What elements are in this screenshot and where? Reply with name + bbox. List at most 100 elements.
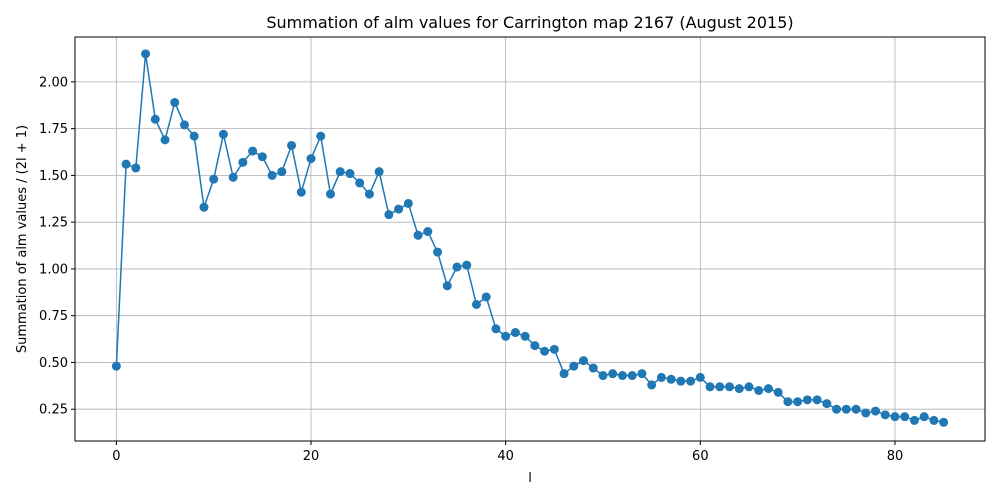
data-point <box>676 376 686 386</box>
data-point <box>228 172 238 182</box>
data-point <box>666 374 676 384</box>
data-point <box>394 204 404 214</box>
data-point <box>209 174 219 184</box>
data-point <box>491 324 501 334</box>
x-tick-label: 60 <box>692 449 709 464</box>
data-point <box>559 369 569 379</box>
x-tick-label: 40 <box>497 449 514 464</box>
data-point <box>754 386 764 395</box>
data-point <box>199 202 209 212</box>
data-point <box>919 412 929 422</box>
data-point <box>822 399 832 409</box>
data-point <box>725 382 735 392</box>
data-point <box>403 198 413 208</box>
data-point <box>267 170 277 180</box>
data-point <box>939 417 949 427</box>
data-point <box>530 341 540 351</box>
data-point <box>433 247 443 257</box>
y-tick-label: 1.75 <box>39 122 68 137</box>
data-point <box>277 167 287 177</box>
x-axis-label: l <box>528 471 532 486</box>
data-point <box>287 140 297 150</box>
data-point <box>744 382 754 392</box>
data-point <box>501 331 511 341</box>
data-point <box>306 154 316 164</box>
data-point <box>579 356 589 366</box>
data-point <box>608 369 618 379</box>
y-tick-label: 0.50 <box>39 356 68 371</box>
data-point <box>248 146 258 156</box>
data-point <box>598 371 608 381</box>
x-tick-label: 80 <box>887 449 904 464</box>
data-point <box>170 97 180 107</box>
data-point <box>647 380 657 390</box>
data-point <box>345 169 355 179</box>
data-point <box>452 262 462 272</box>
data-point <box>471 299 481 309</box>
data-point <box>316 131 326 141</box>
data-point <box>929 415 939 425</box>
data-point <box>588 363 598 373</box>
data-point <box>812 395 822 405</box>
data-point <box>715 382 725 392</box>
data-point <box>617 371 627 381</box>
data-points <box>111 49 949 427</box>
data-point <box>510 328 520 338</box>
data-point <box>141 49 151 59</box>
data-point <box>851 404 861 414</box>
y-tick-label: 1.50 <box>39 169 68 184</box>
data-point <box>150 114 160 124</box>
x-tick-label: 20 <box>303 449 320 464</box>
data-point <box>442 281 452 291</box>
series-line <box>115 53 944 424</box>
data-point <box>355 178 365 188</box>
data-point <box>783 397 793 407</box>
y-tick-label: 1.25 <box>39 216 68 231</box>
data-point <box>131 163 141 173</box>
x-tick-label: 0 <box>112 449 120 464</box>
y-tick-label: 0.25 <box>39 403 68 418</box>
data-point <box>841 404 851 414</box>
data-point <box>160 135 170 145</box>
data-point <box>802 395 812 405</box>
y-tick-label: 1.00 <box>39 262 68 277</box>
data-point <box>832 404 842 414</box>
data-point <box>627 371 637 381</box>
plot-frame <box>74 36 986 442</box>
y-axis-ticks: 0.25 0.50 0.75 1.00 1.25 1.50 1.75 2.00 <box>39 75 75 418</box>
data-point <box>481 292 491 302</box>
y-tick-label: 2.00 <box>39 75 68 90</box>
data-point <box>569 361 579 371</box>
chart-title: Summation of alm values for Carrington m… <box>266 13 793 32</box>
data-point <box>325 189 335 199</box>
data-point <box>179 120 189 130</box>
grid <box>75 37 985 441</box>
data-point <box>909 415 919 425</box>
data-point <box>793 397 803 407</box>
data-point <box>413 230 423 240</box>
data-point <box>111 361 121 371</box>
data-point <box>257 152 267 162</box>
data-point <box>423 227 433 237</box>
data-point <box>520 331 530 341</box>
data-point <box>695 372 705 382</box>
data-point <box>296 187 306 197</box>
data-point <box>335 167 345 177</box>
y-axis-label: Summation of alm values / (2l + 1) <box>15 125 30 353</box>
data-point <box>374 167 384 177</box>
data-point <box>705 382 715 392</box>
data-point <box>384 210 394 220</box>
data-point <box>871 406 881 416</box>
data-point <box>364 189 374 199</box>
data-point <box>121 159 131 169</box>
data-point <box>189 131 199 141</box>
data-point <box>734 384 744 394</box>
data-point <box>540 346 550 356</box>
data-point <box>763 384 773 394</box>
data-point <box>900 412 910 422</box>
data-point <box>462 260 472 270</box>
data-point <box>686 376 696 386</box>
x-axis-ticks: 0 20 40 60 80 <box>112 441 903 464</box>
data-point <box>637 369 647 379</box>
